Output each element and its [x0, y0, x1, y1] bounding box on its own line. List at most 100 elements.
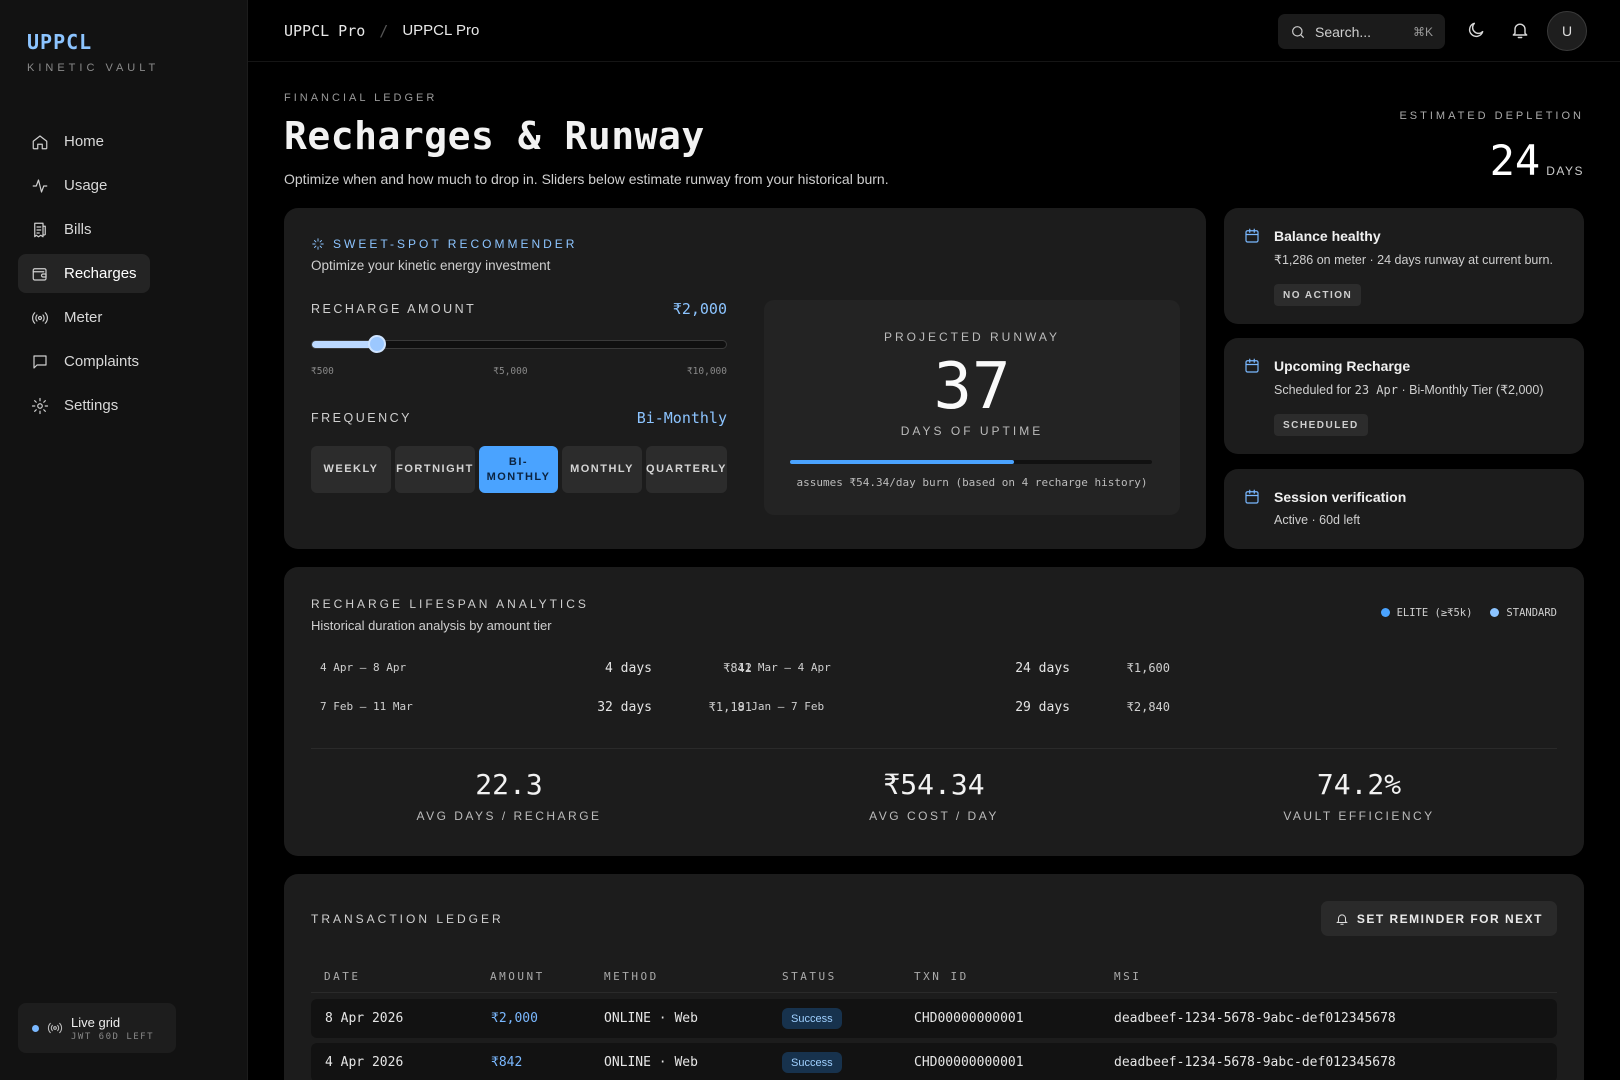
recharge-amount-row: RECHARGE AMOUNT ₹2,000	[311, 300, 727, 318]
live-grid-status[interactable]: Live grid JWT 60D LEFT	[18, 1003, 176, 1053]
sidebar-item-label: Usage	[64, 177, 108, 194]
stat-value: 74.2%	[1316, 768, 1402, 801]
sidebar-item-bills[interactable]: Bills	[18, 210, 232, 249]
calendar-icon	[1243, 357, 1261, 375]
frequency-value: Bi-Monthly	[636, 409, 727, 427]
recommender-subtitle: Optimize your kinetic energy investment	[311, 258, 551, 273]
transaction-ledger-card: TRANSACTION LEDGER SET REMINDER FOR NEXT…	[284, 874, 1584, 1080]
cell-method: ONLINE · Web	[604, 1011, 698, 1026]
balance-healthy-card[interactable]: Balance healthy ₹1,286 on meter · 24 day…	[1224, 208, 1584, 324]
cell-txn-id: CHD00000000001	[914, 1011, 1024, 1026]
recommender-eyebrow: SWEET-SPOT RECOMMENDER	[311, 237, 577, 251]
search-placeholder: Search...	[1315, 23, 1372, 40]
upcoming-recharge-card[interactable]: Upcoming Recharge Scheduled for 23 Apr ·…	[1224, 338, 1584, 454]
sidebar-item-label: Complaints	[64, 353, 140, 370]
legend-dot	[1380, 608, 1390, 617]
period-days: 32 days	[597, 700, 652, 715]
projected-runway-unit: DAYS OF UPTIME	[900, 424, 1044, 438]
period-range: 11 Mar – 4 Apr	[738, 661, 831, 674]
set-reminder-label: SET REMINDER FOR NEXT	[1356, 911, 1543, 926]
notifications-button[interactable]	[1510, 20, 1530, 40]
period-range: 7 Feb – 11 Mar	[320, 700, 413, 713]
depletion-unit: DAYS	[1546, 164, 1584, 178]
sweet-spot-recommender-card: SWEET-SPOT RECOMMENDER Optimize your kin…	[284, 208, 1206, 549]
brand[interactable]: UPPCL KINETIC VAULT	[27, 30, 159, 74]
column-header-msi[interactable]: MSI	[1114, 970, 1142, 983]
sidebar-item-label: Home	[64, 133, 105, 150]
radio-icon	[32, 311, 48, 324]
stat-label: VAULT EFFICIENCY	[1283, 809, 1435, 823]
ledger-title: TRANSACTION LEDGER	[311, 912, 504, 926]
set-reminder-button[interactable]: SET REMINDER FOR NEXT	[1320, 901, 1557, 936]
projected-runway-label: PROJECTED RUNWAY	[883, 330, 1060, 344]
analytics-legend: ELITE (≥₹5k) STANDARD	[1380, 607, 1557, 619]
calendar-icon	[1243, 488, 1261, 506]
status-badge: SCHEDULED	[1274, 414, 1368, 436]
table-row[interactable]: 4 Apr 2026 ₹842 ONLINE · Web Success CHD…	[311, 1043, 1557, 1080]
projected-runway-value: 37	[933, 350, 1011, 424]
status-badge: Success	[782, 1052, 842, 1073]
frequency-weekly-button[interactable]: WEEKLY	[311, 446, 391, 493]
column-header-amount[interactable]: AMOUNT	[490, 970, 545, 983]
page-subtitle: Optimize when and how much to drop in. S…	[284, 171, 889, 187]
session-verification-card[interactable]: Session verification Active · 60d left	[1224, 469, 1584, 549]
period-amount: ₹842	[723, 661, 752, 675]
column-header-date[interactable]: DATE	[324, 970, 361, 983]
sidebar-item-usage[interactable]: Usage	[18, 166, 232, 205]
cell-amount: ₹2,000	[491, 1011, 538, 1026]
sidebar-item-settings[interactable]: Settings	[18, 386, 232, 425]
page-title: Recharges & Runway	[284, 114, 705, 158]
slider-thumb[interactable]	[368, 335, 387, 353]
sidebar-item-label: Recharges	[64, 265, 137, 282]
analytics-subtitle: Historical duration analysis by amount t…	[311, 618, 552, 633]
legend-dot	[1490, 608, 1500, 617]
frequency-quarterly-button[interactable]: QUARTERLY	[646, 446, 727, 493]
column-header-txn-id[interactable]: TXN ID	[914, 970, 969, 983]
avatar[interactable]: U	[1547, 11, 1587, 51]
stat-label: AVG COST / DAY	[869, 809, 999, 823]
theme-toggle-button[interactable]	[1466, 20, 1486, 40]
bell-icon	[1512, 23, 1528, 39]
cell-msi: deadbeef-1234-5678-9abc-def012345678	[1114, 1011, 1396, 1026]
card-title: Session verification	[1274, 489, 1407, 505]
search-input[interactable]: Search... ⌘K	[1278, 14, 1445, 49]
depletion-days: 24	[1489, 136, 1541, 185]
period-amount: ₹2,840	[1126, 700, 1170, 714]
table-row[interactable]: 8 Apr 2026 ₹2,000 ONLINE · Web Success C…	[311, 999, 1557, 1038]
frequency-row: FREQUENCY Bi-Monthly	[311, 409, 727, 427]
sidebar-item-home[interactable]: Home	[18, 122, 232, 161]
sidebar-item-complaints[interactable]: Complaints	[18, 342, 232, 381]
frequency-options: WEEKLY FORTNIGHT BI-MONTHLY MONTHLY QUAR…	[311, 446, 727, 493]
scheduled-date: 23 Apr	[1354, 383, 1398, 397]
frequency-monthly-button[interactable]: MONTHLY	[562, 446, 642, 493]
status-badge: Success	[782, 1008, 842, 1029]
stat-label: AVG DAYS / RECHARGE	[416, 809, 602, 823]
card-body-prefix: Scheduled for	[1274, 383, 1352, 397]
recharge-amount-slider[interactable]	[311, 335, 727, 353]
home-icon	[32, 134, 48, 149]
activity-icon	[32, 178, 48, 193]
recharge-amount-label: RECHARGE AMOUNT	[311, 302, 477, 316]
sidebar-item-recharges[interactable]: Recharges	[18, 254, 150, 293]
live-grid-title: Live grid	[71, 1014, 121, 1030]
frequency-bi-monthly-button[interactable]: BI-MONTHLY	[479, 446, 558, 493]
breadcrumb-item[interactable]: UPPCL Pro	[284, 22, 366, 40]
sidebar-item-label: Bills	[64, 221, 92, 238]
period-days: 29 days	[1015, 700, 1070, 715]
column-header-status[interactable]: STATUS	[782, 970, 837, 983]
column-header-method[interactable]: METHOD	[604, 970, 659, 983]
depletion-value: 24 DAYS	[1490, 136, 1584, 185]
wallet-icon	[32, 267, 47, 281]
projected-runway-note: assumes ₹54.34/day burn (based on 4 rech…	[796, 476, 1148, 489]
frequency-fortnight-button[interactable]: FORTNIGHT	[395, 446, 475, 493]
legend-item-elite: ELITE (≥₹5k)	[1380, 607, 1472, 619]
runway-progress-bar	[790, 460, 1152, 464]
card-body-suffix: · Bi-Monthly Tier (₹2,000)	[1401, 383, 1544, 397]
analytics-title: RECHARGE LIFESPAN ANALYTICS	[311, 597, 589, 611]
card-body: ₹1,286 on meter · 24 days runway at curr…	[1274, 253, 1553, 267]
breadcrumb-item[interactable]: UPPCL Pro	[402, 22, 480, 39]
slider-fill	[312, 341, 378, 348]
sidebar-item-meter[interactable]: Meter	[18, 298, 232, 337]
moon-icon	[1468, 22, 1484, 38]
breadcrumb-separator: /	[379, 22, 389, 40]
